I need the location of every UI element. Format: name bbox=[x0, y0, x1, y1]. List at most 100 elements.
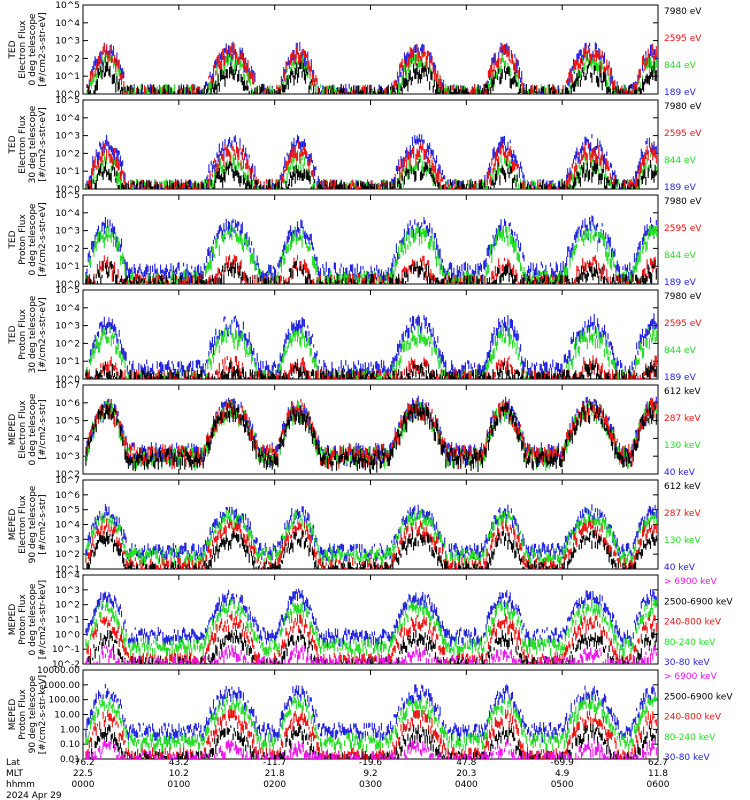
x-tick-label-mlt: 21.8 bbox=[265, 769, 285, 779]
legend-entry: 40 keV bbox=[664, 563, 696, 573]
y-tick-label: 10^1 bbox=[55, 616, 80, 626]
y-tick-label: 0.01 bbox=[60, 755, 80, 765]
legend-entry: 844 eV bbox=[664, 156, 697, 166]
panel-6: 10^1 10^2 10^3 10^4 10^5 10^6 10^7 MEPEDElectro… bbox=[8, 476, 701, 575]
y-tick-label: 10^4 bbox=[55, 114, 80, 124]
legend-entry: 844 eV bbox=[664, 61, 697, 71]
series-black bbox=[86, 60, 657, 94]
legend-entry: 189 eV bbox=[664, 278, 697, 288]
panel-5: 10^2 10^3 10^4 10^5 10^6 10^7 MEPEDElectron Fl… bbox=[8, 381, 701, 480]
series-black bbox=[85, 359, 657, 379]
legend-entry: 2595 eV bbox=[664, 319, 702, 329]
x-row-label-lat: Lat bbox=[6, 758, 21, 768]
y-tick-label: 1.00 bbox=[60, 725, 80, 735]
x-tick-label-lat: -69.9 bbox=[551, 758, 575, 768]
y-tick-label: 10^0 bbox=[55, 375, 80, 385]
x-tick-label-lat: -19.6 bbox=[359, 758, 383, 768]
panel-1: 10^0 10^1 10^2 10^3 10^4 10^5 TEDElectron Flux… bbox=[8, 1, 702, 100]
y-tick-label: 10^1 bbox=[55, 565, 80, 575]
legend-entry: 2500-6900 keV bbox=[664, 692, 733, 702]
y-tick-label: 10^5 bbox=[55, 191, 80, 201]
y-tick-label: 10^3 bbox=[55, 37, 80, 47]
y-tick-label: 10^1 bbox=[55, 262, 80, 272]
y-axis-label: TEDElectron Flux30 deg telescope[#/cm2-s… bbox=[8, 105, 48, 183]
x-axis-date: 2024 Apr 29 bbox=[6, 791, 62, 800]
y-tick-label: 10^5 bbox=[55, 506, 80, 516]
y-axis-label: MEPEDProton Flux90 deg telescope[#/cm2-s… bbox=[8, 675, 48, 754]
legend-entry: 40 keV bbox=[664, 468, 696, 478]
series-black bbox=[86, 529, 657, 569]
series-green bbox=[85, 598, 657, 659]
y-tick-label: 1000.00 bbox=[43, 681, 80, 691]
legend-entry: 189 eV bbox=[664, 183, 697, 193]
y-tick-label: 10^4 bbox=[55, 521, 80, 531]
series-magenta bbox=[85, 644, 657, 664]
series-black bbox=[85, 158, 657, 189]
y-tick-label: 10^0 bbox=[55, 630, 80, 640]
y-axis-label: TEDElectron Flux0 deg telescope[#/cm2-s-… bbox=[8, 12, 48, 87]
y-tick-label: 10^2 bbox=[55, 601, 80, 611]
legend-entry: 612 keV bbox=[664, 482, 701, 492]
series-black bbox=[85, 401, 657, 473]
panel-3: 10^0 10^1 10^2 10^3 10^4 10^5 TEDProton Flux0 … bbox=[8, 191, 702, 290]
y-tick-label: 10^2 bbox=[55, 149, 80, 159]
x-tick-label-mlt: 4.9 bbox=[555, 769, 570, 779]
y-tick-label: 10^2 bbox=[55, 339, 80, 349]
panel-4: 10^0 10^1 10^2 10^3 10^4 10^5 TEDProton Flux30… bbox=[8, 286, 702, 385]
legend-entry: 80-240 keV bbox=[664, 733, 716, 743]
y-tick-label: 10^3 bbox=[55, 535, 80, 545]
y-tick-label: 10^2 bbox=[55, 244, 80, 254]
legend-entry: 612 keV bbox=[664, 387, 701, 397]
legend-entry: 287 keV bbox=[664, 414, 701, 424]
y-tick-label: 10.00 bbox=[54, 711, 80, 721]
legend-entry: 844 eV bbox=[664, 346, 697, 356]
x-tick-label-lat: 62.7 bbox=[648, 758, 668, 768]
legend-entry: 130 keV bbox=[664, 441, 701, 451]
y-tick-label: 10^6 bbox=[55, 491, 80, 501]
y-tick-label: 10^3 bbox=[55, 586, 80, 596]
y-tick-label: 10^6 bbox=[55, 399, 80, 409]
y-tick-label: 10^1 bbox=[55, 72, 80, 82]
y-tick-label: 10^4 bbox=[55, 434, 80, 444]
x-axis: Lat MLT hhmm 2024 Apr 29 -76.2 43.2 -11.7 -… bbox=[6, 758, 670, 800]
panels: 10^0 10^1 10^2 10^3 10^4 10^5 TEDElectron Flux… bbox=[8, 1, 733, 765]
x-tick-label-mlt: 10.2 bbox=[169, 769, 189, 779]
y-tick-label: 100.00 bbox=[49, 696, 81, 706]
x-tick-label-hhmm: 0500 bbox=[551, 780, 574, 790]
legend-entry: 2595 eV bbox=[664, 34, 702, 44]
y-tick-label: 10^1 bbox=[55, 357, 80, 367]
x-tick-label-lat: 43.2 bbox=[169, 758, 189, 768]
y-tick-label: 10^7 bbox=[55, 381, 80, 391]
y-tick-label: 0.10 bbox=[60, 740, 80, 750]
legend-entry: 287 keV bbox=[664, 509, 701, 519]
legend-entry: 7980 eV bbox=[664, 197, 702, 207]
x-tick-label-hhmm: 0200 bbox=[263, 780, 286, 790]
y-tick-label: 10^3 bbox=[55, 132, 80, 142]
y-tick-label: 10^0 bbox=[55, 185, 80, 195]
x-tick-label-hhmm: 0300 bbox=[359, 780, 382, 790]
legend-entry: 30-80 keV bbox=[664, 753, 710, 763]
y-tick-label: 10^4 bbox=[55, 304, 80, 314]
x-tick-label-mlt: 20.3 bbox=[456, 769, 476, 779]
y-axis-label: MEPEDProton Flux0 deg telescope[#/cm2-s-… bbox=[8, 580, 48, 659]
y-tick-label: 10^5 bbox=[55, 1, 80, 11]
legend-entry: 130 keV bbox=[664, 536, 701, 546]
y-tick-label: 10^5 bbox=[55, 286, 80, 296]
legend-entry: 189 eV bbox=[664, 88, 697, 98]
series-green bbox=[85, 694, 657, 754]
y-tick-label: 10^2 bbox=[55, 550, 80, 560]
y-tick-label: 10^3 bbox=[55, 322, 80, 332]
panel-7: 10^-2 10^-1 10^0 10^1 10^2 10^3 10^4 MEPEDProto… bbox=[8, 571, 733, 670]
x-tick-label-lat: -76.2 bbox=[71, 758, 94, 768]
x-row-label-hhmm: hhmm bbox=[6, 780, 35, 790]
x-tick-label-mlt: 11.8 bbox=[648, 769, 668, 779]
x-tick-label-mlt: 9.2 bbox=[363, 769, 377, 779]
panel-8: 0.01 0.10 1.00 10.00 100.00 1000.00 10000.00ME… bbox=[8, 666, 733, 765]
y-tick-label: 10^-1 bbox=[52, 645, 80, 655]
y-axis-label: MEPEDElectron Flux90 deg telescope[#/cm2… bbox=[8, 485, 48, 563]
y-tick-label: 10^7 bbox=[55, 476, 80, 486]
legend-entry: > 6900 keV bbox=[664, 577, 718, 587]
x-tick-label-lat: -11.7 bbox=[263, 758, 286, 768]
y-tick-label: 10^2 bbox=[55, 54, 80, 64]
